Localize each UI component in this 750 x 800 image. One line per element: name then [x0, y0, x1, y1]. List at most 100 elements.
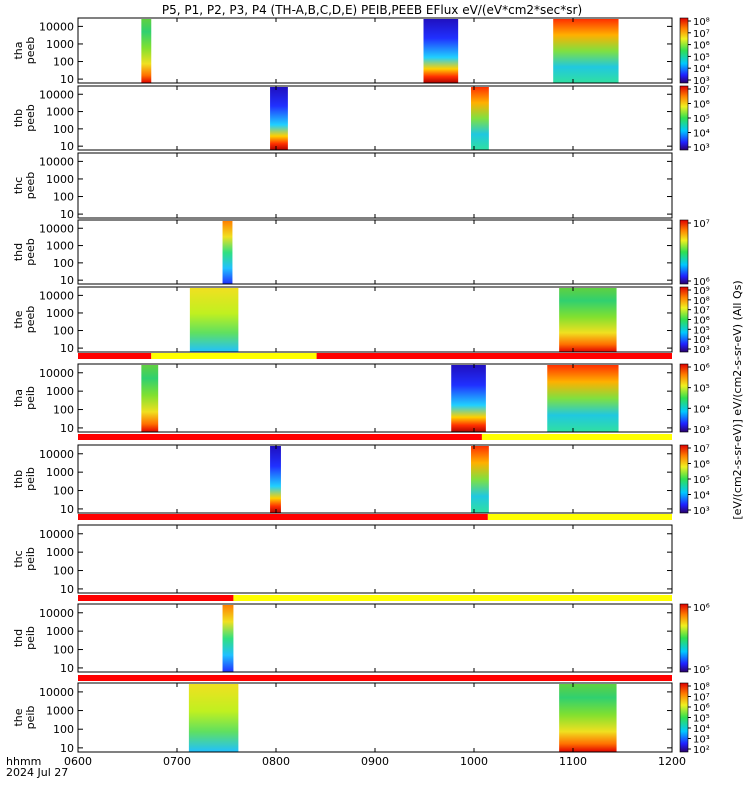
colorbar-tick-label: 10⁷: [693, 85, 710, 96]
panel-thc-peib: 10 100 1000 10000 thc peib: [12, 524, 673, 596]
spectrogram-block: [141, 365, 159, 432]
y-tick-label: 1000: [46, 173, 74, 186]
x-tick-label: 0800: [262, 755, 290, 768]
y-tick-label: 100: [53, 56, 74, 69]
mode-bar-segment: [78, 353, 152, 359]
y-tick-label: 1000: [46, 705, 74, 718]
colorbar-tick-label: 10⁶: [693, 316, 710, 327]
panel-product-label: peeb: [24, 238, 37, 266]
colorbar: [679, 17, 689, 84]
colorbar-tick-label: 10⁸: [693, 17, 710, 28]
colorbar-tick-label: 10⁶: [693, 41, 710, 52]
y-tick-label: 10000: [39, 222, 74, 235]
mode-bar-segment: [233, 595, 672, 601]
y-tick-label: 10: [60, 503, 74, 516]
panel-probe-label: thc: [12, 550, 25, 567]
x-axis-label-bottom: 2024 Jul 27: [6, 766, 68, 779]
y-tick-label: 10: [60, 140, 74, 153]
colorbar-tick-label: 10⁴: [693, 491, 710, 502]
colorbar-tick-label: 10⁷: [693, 219, 710, 230]
y-tick-label: 10000: [39, 289, 74, 302]
spectrogram-block: [189, 288, 239, 352]
colorbar-tick-label: 10⁶: [693, 363, 710, 374]
y-tick-label: 10000: [39, 686, 74, 699]
colorbar-tick-label: 10⁶: [693, 460, 710, 471]
mode-bar-segment: [316, 353, 672, 359]
y-tick-label: 10000: [39, 528, 74, 541]
x-tick-label: 1000: [460, 755, 488, 768]
colorbar-tick-label: 10⁵: [693, 714, 710, 725]
y-tick-label: 10: [60, 274, 74, 287]
colorbar-tick-label: 10⁵: [693, 384, 710, 395]
y-tick-label: 100: [53, 257, 74, 270]
panel-product-label: peib: [24, 706, 37, 730]
mode-bar-segment: [78, 595, 234, 601]
x-tick-label: 0600: [64, 755, 92, 768]
spectrogram-block: [471, 446, 489, 513]
colorbar-tick-label: 10⁴: [693, 64, 710, 75]
colorbar-tick-label: 10⁴: [693, 335, 710, 346]
panel-probe-label: thd: [12, 243, 25, 261]
colorbar-tick-label: 10⁶: [693, 100, 710, 111]
spectrogram-block: [553, 19, 619, 83]
panel-thd-peib: 10 100 1000 10000 thd peib 10⁵ 10⁶: [12, 603, 710, 676]
panel-the-peib: 10 100 1000 10000 the peib 10²10³10⁴10⁵10⁶10⁷1…: [12, 682, 710, 756]
y-tick-label: 100: [53, 191, 74, 204]
spectrogram-block: [188, 684, 239, 752]
panel-product-label: peeb: [24, 37, 37, 65]
y-tick-label: 100: [53, 123, 74, 136]
colorbar: [679, 286, 689, 353]
panel-product-label: peeb: [24, 172, 37, 200]
panel-frame: [77, 152, 673, 219]
panel-frame: [77, 524, 673, 594]
y-tick-label: 1000: [46, 38, 74, 51]
panel-thd-peeb: 10 100 1000 10000 thd peeb 10⁶ 10⁷: [12, 219, 710, 288]
panel-tha-peib: 10 100 1000 10000 tha peib 10³ 10⁴ 10⁵ 10⁶: [12, 363, 710, 436]
colorbar-tick-label: 10³: [693, 735, 710, 746]
y-tick-label: 100: [53, 485, 74, 498]
colorbar: [679, 363, 689, 433]
mode-bar-segment: [78, 675, 672, 681]
spectrogram-block: [270, 446, 281, 513]
panel-frame: [77, 444, 673, 514]
panel-product-label: peib: [24, 626, 37, 650]
y-tick-label: 10000: [39, 155, 74, 168]
chart-title: P5, P1, P2, P3, P4 (TH-A,B,C,D,E) PEIB,P…: [162, 3, 582, 17]
panel-probe-label: thb: [12, 470, 25, 488]
colorbar: [679, 219, 689, 285]
y-tick-label: 10000: [39, 607, 74, 620]
colorbar-tick-label: 10⁴: [693, 724, 710, 735]
spectrogram-block: [547, 365, 619, 432]
colorbar: [679, 85, 689, 151]
colorbar-tick-label: 10³: [693, 143, 710, 154]
panel-frame: [77, 85, 673, 151]
y-tick-label: 100: [53, 644, 74, 657]
panel-product-label: peeb: [24, 306, 37, 334]
colorbar-tick-label: 10⁶: [693, 277, 710, 288]
panel-probe-label: the: [12, 310, 25, 328]
spectrogram-block: [451, 365, 486, 432]
y-tick-label: 10000: [39, 20, 74, 33]
panel-product-label: peib: [24, 386, 37, 410]
y-tick-label: 1000: [46, 546, 74, 559]
spectrogram-block: [141, 19, 152, 83]
colorbar-tick-label: 10⁸: [693, 296, 710, 307]
mode-bar-segment: [78, 514, 488, 520]
y-tick-label: 10000: [39, 367, 74, 380]
x-tick-label: 1100: [559, 755, 587, 768]
colorbar-tick-label: 10⁵: [693, 475, 710, 486]
spectrogram-block: [423, 19, 459, 83]
y-tick-label: 1000: [46, 385, 74, 398]
colorbar-tick-label: 10⁶: [693, 703, 710, 714]
panel-probe-label: tha: [12, 41, 25, 59]
x-axis: 0600 0700 0800 0900 1000 1100 1200: [64, 755, 686, 768]
panel-probe-label: the: [12, 708, 25, 726]
panel-frame: [77, 603, 673, 673]
panel-probe-label: thc: [12, 177, 25, 194]
spectrogram-block: [559, 288, 617, 352]
colorbar-tick-label: 10⁷: [693, 29, 710, 40]
spectrogram-block: [471, 87, 489, 150]
y-tick-label: 10: [60, 422, 74, 435]
